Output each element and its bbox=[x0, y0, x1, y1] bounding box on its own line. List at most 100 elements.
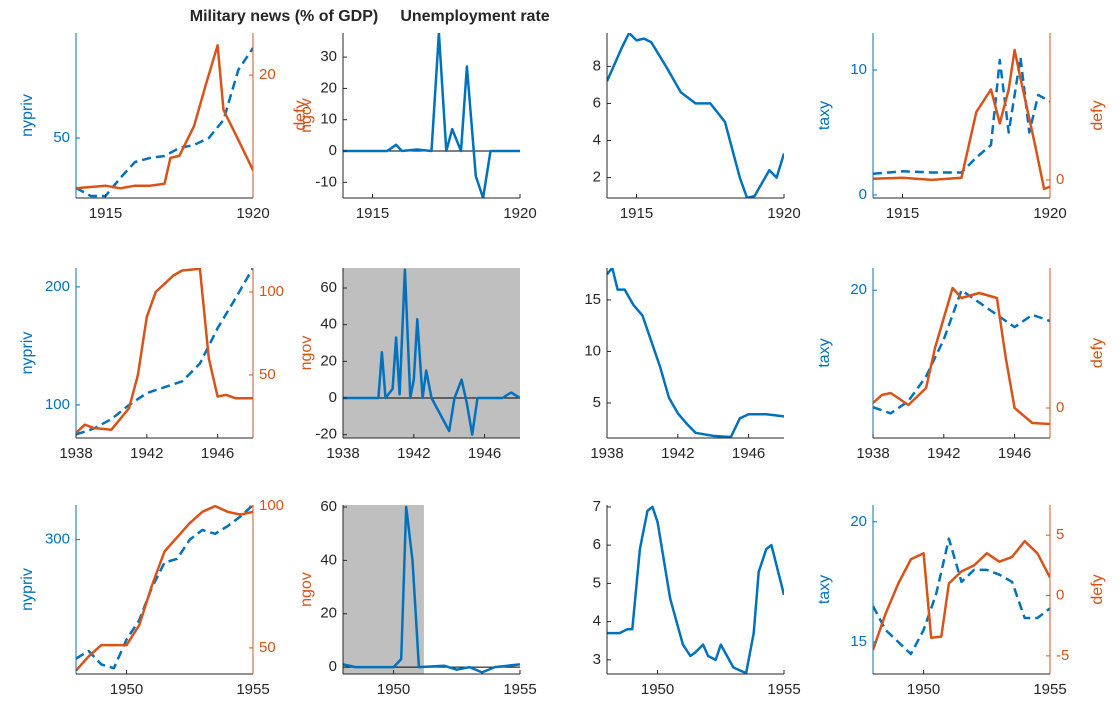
y-tick-label: -10 bbox=[315, 173, 337, 190]
y-tick-label: 20 bbox=[850, 513, 867, 530]
y2-axis-label: defy bbox=[292, 100, 309, 130]
panel-title: Military news (% of GDP) bbox=[190, 8, 378, 25]
y-axis-label: ngov bbox=[298, 98, 315, 133]
x-tick-label: 1955 bbox=[1033, 681, 1066, 698]
lines bbox=[76, 44, 253, 198]
x-tick-label: 1915 bbox=[620, 205, 653, 222]
y2-tick-label: 0 bbox=[1056, 587, 1064, 604]
x-tick-label: 1938 bbox=[590, 445, 623, 462]
x-tick-label: 1946 bbox=[468, 445, 501, 462]
y-tick-label: 10 bbox=[584, 342, 601, 359]
shaded-region bbox=[343, 505, 424, 674]
y2-tick-label: 0 bbox=[1056, 171, 1064, 188]
x-tick-label: 1915 bbox=[886, 205, 919, 222]
series-line bbox=[873, 286, 1050, 426]
series-line bbox=[343, 505, 520, 674]
y2-axis-label: defy bbox=[1089, 100, 1106, 130]
x-tick-label: 1938 bbox=[59, 445, 92, 462]
y-tick-label: 200 bbox=[45, 278, 70, 295]
series-line bbox=[343, 268, 520, 436]
series-line bbox=[607, 505, 784, 674]
series-line bbox=[607, 268, 784, 438]
y-tick-label: 20 bbox=[320, 605, 337, 622]
panel: 1950 1955 3 4 5 6 7 bbox=[593, 498, 801, 698]
x-tick-label: 1920 bbox=[236, 205, 269, 222]
x-tick-label: 1942 bbox=[397, 445, 430, 462]
series-line bbox=[76, 44, 253, 190]
y2-tick-label: 100 bbox=[259, 283, 284, 300]
x-tick-label: 1915 bbox=[356, 205, 389, 222]
shaded-region bbox=[343, 268, 520, 438]
x-tick-label: 1955 bbox=[503, 681, 536, 698]
x-tick-label: 1920 bbox=[503, 205, 536, 222]
y-tick-label: 5 bbox=[593, 394, 601, 411]
panel: 1950 1955 0 20 40 60 ngov bbox=[298, 498, 536, 698]
panel-title: Unemployment rate bbox=[400, 8, 549, 25]
series-line bbox=[873, 539, 1050, 651]
lines bbox=[873, 48, 1050, 191]
y2-tick-label: 50 bbox=[259, 639, 276, 656]
x-tick-label: 1950 bbox=[907, 681, 940, 698]
y-tick-label: 40 bbox=[320, 551, 337, 568]
y-tick-label: 15 bbox=[584, 291, 601, 308]
lines bbox=[343, 33, 520, 198]
y-axis-label: nypriv bbox=[19, 94, 36, 137]
y2-axis-label: defy bbox=[1089, 338, 1106, 368]
x-tick-label: 1920 bbox=[1033, 205, 1066, 222]
y2-tick-label: 20 bbox=[259, 66, 276, 83]
x-tick-label: 1915 bbox=[89, 205, 122, 222]
y-tick-label: 100 bbox=[45, 396, 70, 413]
y-axis-label: taxy bbox=[816, 575, 833, 604]
y-axis-label: ngov bbox=[298, 336, 315, 371]
lines bbox=[873, 286, 1050, 426]
y-tick-label: 4 bbox=[593, 613, 601, 630]
y-axis-label: taxy bbox=[816, 101, 833, 130]
y-tick-label: -20 bbox=[315, 426, 337, 443]
series-line bbox=[343, 33, 520, 198]
y-axis-label: nypriv bbox=[19, 332, 36, 375]
y-tick-label: 20 bbox=[320, 352, 337, 369]
series-line bbox=[76, 505, 253, 670]
lines bbox=[607, 33, 784, 198]
x-tick-label: 1946 bbox=[998, 445, 1031, 462]
x-tick-label: 1946 bbox=[201, 445, 234, 462]
y-tick-label: 60 bbox=[320, 279, 337, 296]
series-line bbox=[873, 537, 1050, 656]
x-tick-label: 1950 bbox=[110, 681, 143, 698]
y-tick-label: 6 bbox=[593, 536, 601, 553]
x-tick-label: 1938 bbox=[326, 445, 359, 462]
x-tick-label: 1955 bbox=[236, 681, 269, 698]
y-tick-label: 0 bbox=[329, 389, 337, 406]
x-tick-label: 1942 bbox=[927, 445, 960, 462]
y2-tick-label: 100 bbox=[259, 497, 284, 514]
x-tick-label: 1938 bbox=[856, 445, 889, 462]
panel: 1915 1920 0 10 0 defy taxy bbox=[816, 33, 1106, 222]
panel: 1950 1955 300 50 100 nypriv bbox=[19, 497, 284, 698]
y-tick-label: 2 bbox=[593, 169, 601, 186]
panel: 1915 1920 50 20 defy nypriv bbox=[19, 33, 309, 222]
y-tick-label: 20 bbox=[320, 79, 337, 96]
x-tick-label: 1955 bbox=[767, 681, 800, 698]
y-tick-label: 7 bbox=[593, 498, 601, 515]
x-tick-label: 1942 bbox=[661, 445, 694, 462]
y-tick-label: 6 bbox=[593, 94, 601, 111]
x-tick-label: 1920 bbox=[767, 205, 800, 222]
y2-axis-label: defy bbox=[1089, 574, 1106, 604]
x-tick-label: 1942 bbox=[130, 445, 163, 462]
y-axis-label: ngov bbox=[298, 572, 315, 607]
lines bbox=[873, 537, 1050, 656]
panel: 1938 1942 1946 100 200 50 100 nypriv bbox=[19, 268, 284, 462]
series-line bbox=[76, 268, 253, 434]
panel: 1915 1920 2 4 6 8 Unemployment rate bbox=[400, 8, 800, 222]
lines bbox=[76, 505, 253, 672]
y-tick-label: 8 bbox=[593, 57, 601, 74]
y-tick-label: 0 bbox=[329, 142, 337, 159]
y-tick-label: 3 bbox=[593, 651, 601, 668]
lines bbox=[343, 505, 520, 674]
y-tick-label: 4 bbox=[593, 131, 601, 148]
y2-tick-label: 0 bbox=[1056, 399, 1064, 416]
series-line bbox=[76, 47, 253, 198]
y-tick-label: 20 bbox=[850, 281, 867, 298]
y-tick-label: 30 bbox=[320, 48, 337, 65]
y-tick-label: 10 bbox=[320, 111, 337, 128]
